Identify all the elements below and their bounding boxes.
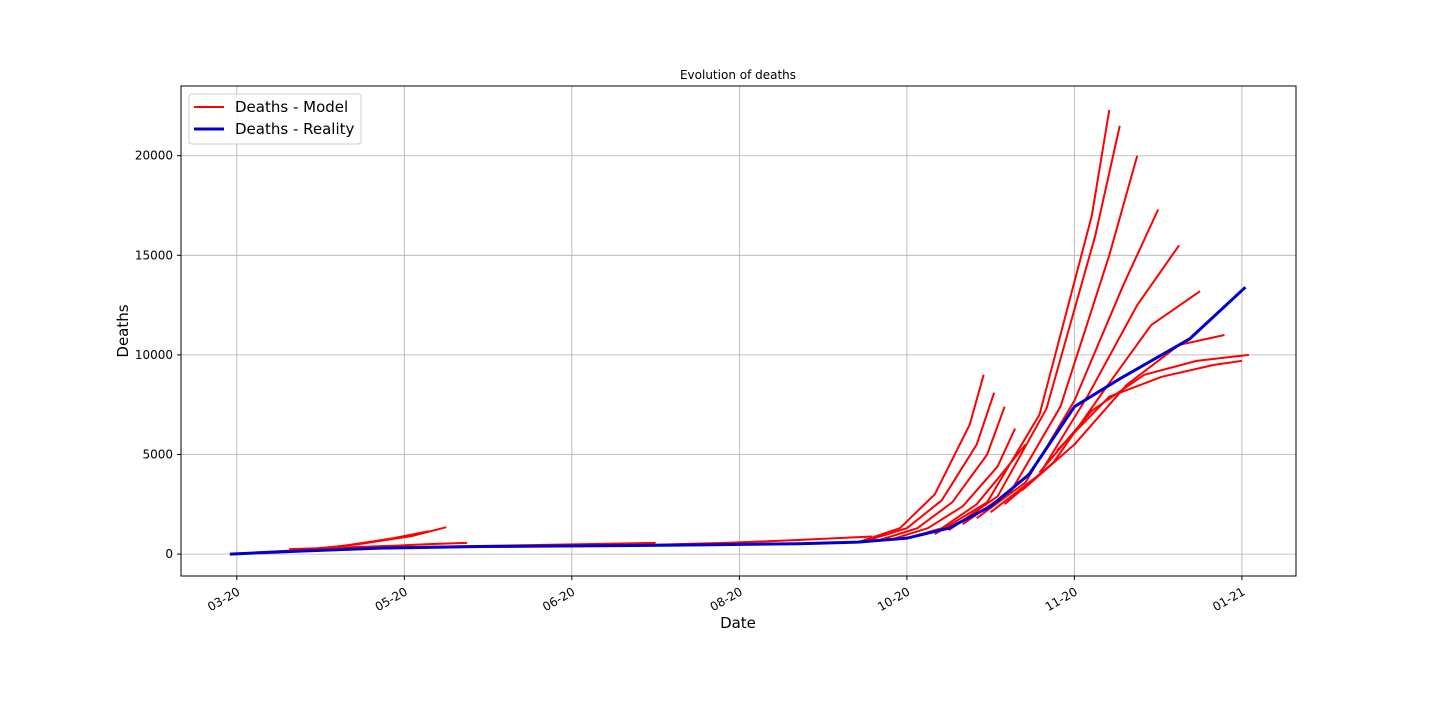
model-line <box>878 406 1006 542</box>
reality-line <box>229 286 1247 556</box>
y-tick-label: 20000 <box>135 149 173 163</box>
x-tick-label: 06-20 <box>540 584 577 614</box>
model-line <box>892 428 1016 540</box>
plot-frame <box>180 85 1297 577</box>
y-tick-label: 10000 <box>135 348 173 362</box>
y-tick-label: 0 <box>165 547 173 561</box>
model-line <box>1056 359 1243 452</box>
x-tick-label: 05-20 <box>373 584 410 614</box>
x-tick-label: 03-20 <box>205 584 242 614</box>
x-tick-label: 11-20 <box>1043 584 1080 614</box>
legend-label: Deaths - Model <box>235 98 348 116</box>
x-tick-label: 01-21 <box>1210 584 1247 614</box>
model-line <box>934 109 1111 536</box>
model-line <box>948 125 1121 532</box>
chart-title: Evolution of deaths <box>680 68 796 82</box>
model-line <box>1003 290 1201 506</box>
y-tick-label: 5000 <box>142 447 173 461</box>
x-tick-label: 10-20 <box>875 584 912 614</box>
x-axis-label: Date <box>720 614 756 632</box>
y-axis-label: Deaths <box>114 304 132 357</box>
model-line <box>289 541 468 551</box>
model-line <box>976 209 1160 520</box>
legend-label: Deaths - Reality <box>235 120 355 138</box>
legend-box <box>188 93 362 145</box>
model-line <box>1021 334 1225 492</box>
model-line <box>990 244 1180 514</box>
y-tick-label: 15000 <box>135 248 173 262</box>
model-line <box>857 374 985 544</box>
x-tick-label: 08-20 <box>708 584 745 614</box>
model-line <box>864 392 996 543</box>
model-line <box>962 155 1139 526</box>
